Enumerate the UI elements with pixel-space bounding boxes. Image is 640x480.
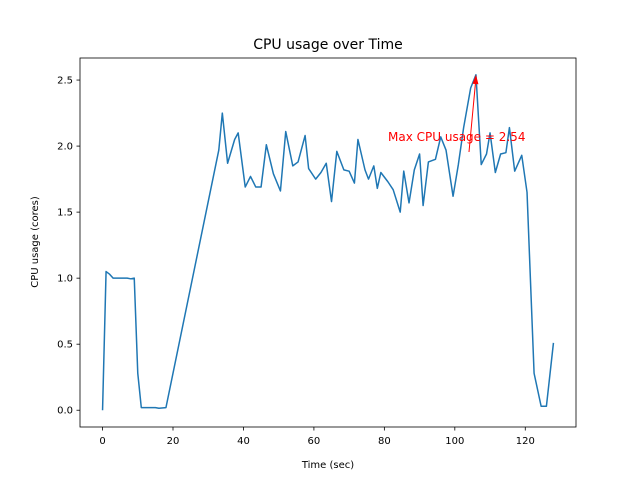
y-tick-label: 2.5 xyxy=(57,76,73,87)
x-tick-label: 0 xyxy=(99,436,105,447)
x-tick-label: 80 xyxy=(378,436,391,447)
data-line xyxy=(101,74,555,411)
y-axis-label: CPU usage (cores) xyxy=(30,196,41,288)
x-tick-label: 40 xyxy=(237,436,250,447)
x-tick-label: 60 xyxy=(308,436,321,447)
annotation: Max CPU usage = 2.54 xyxy=(388,130,525,144)
x-tick-label: 120 xyxy=(516,436,535,447)
y-tick-label: 1.0 xyxy=(57,274,73,285)
y-tick-label: 2.0 xyxy=(57,142,73,153)
x-tick-label: 100 xyxy=(445,436,464,447)
chart-title: CPU usage over Time xyxy=(253,37,403,53)
axes-frame xyxy=(79,57,577,428)
x-tick-label: 20 xyxy=(167,436,180,447)
y-tick-label: 1.5 xyxy=(57,208,73,219)
annotation-arrow xyxy=(468,77,477,153)
annotation-arrowhead xyxy=(472,74,479,85)
y-tick-label: 0.5 xyxy=(57,340,73,351)
y-tick-label: 0.0 xyxy=(57,406,73,417)
x-axis-label: Time (sec) xyxy=(301,460,354,471)
